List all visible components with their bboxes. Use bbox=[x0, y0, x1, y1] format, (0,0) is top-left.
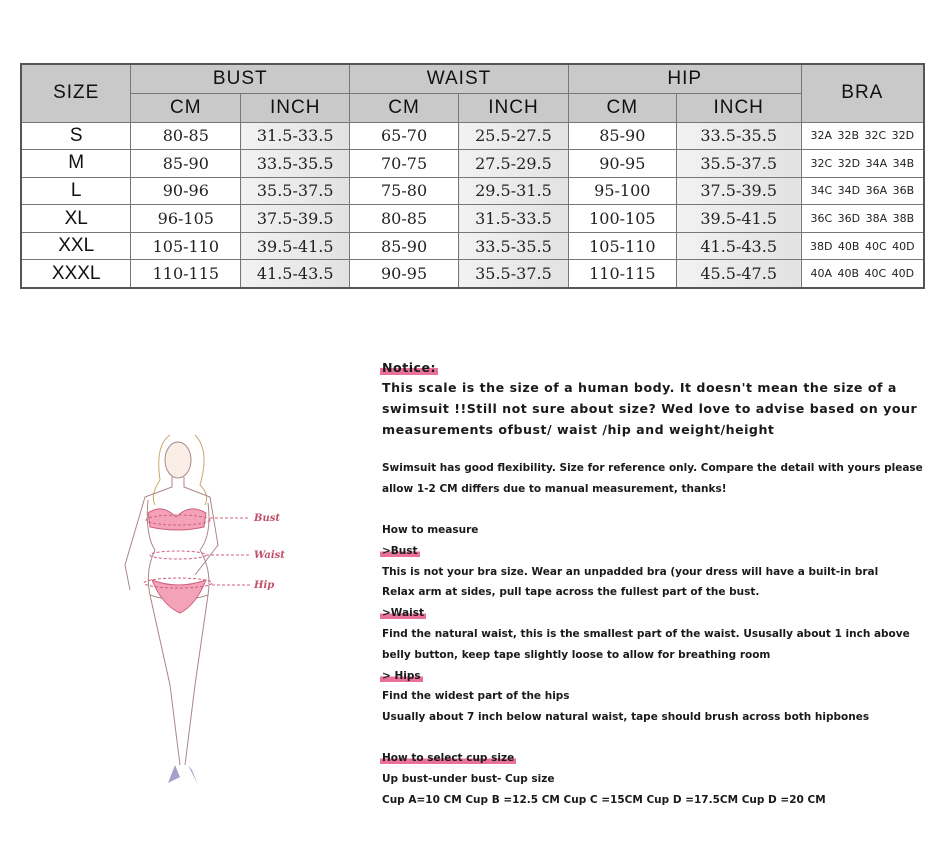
cell-waist-cm: 65-70 bbox=[349, 121, 459, 151]
cell-hip-in: 45.5-47.5 bbox=[675, 259, 802, 289]
cell-waist-cm: 70-75 bbox=[349, 149, 459, 178]
header-size: SIZE bbox=[20, 63, 132, 123]
cell-hip-in: 41.5-43.5 bbox=[675, 231, 802, 261]
how-to-heading: How to measure bbox=[382, 524, 479, 536]
hip-label: Hip bbox=[253, 580, 274, 591]
waist-line: belly button, keep tape slightly loose t… bbox=[382, 649, 771, 661]
header-hip-inch: INCH bbox=[675, 92, 802, 123]
header-waist-cm: CM bbox=[349, 92, 459, 123]
bust-line: This is not your bra size. Wear an unpad… bbox=[382, 566, 879, 578]
cell-bust-cm: 80-85 bbox=[130, 121, 242, 151]
header-bust-inch: INCH bbox=[240, 92, 351, 123]
cell-size: S bbox=[20, 121, 132, 151]
header-bra: BRA bbox=[800, 63, 925, 123]
cell-size: XXL bbox=[20, 231, 132, 261]
cell-bra: 34C 34D 36A 36B bbox=[800, 176, 925, 206]
cell-size: XXXL bbox=[20, 259, 132, 289]
cell-bust-cm: 110-115 bbox=[130, 259, 242, 289]
waist-label: Waist bbox=[254, 550, 285, 561]
cell-waist-in: 33.5-35.5 bbox=[458, 231, 569, 261]
cell-bust-in: 33.5-35.5 bbox=[240, 149, 351, 178]
bust-line: Relax arm at sides, pull tape across the… bbox=[382, 586, 760, 598]
table-row: M 85-90 33.5-35.5 70-75 27.5-29.5 90-95 35.5-3… bbox=[20, 149, 925, 178]
hips-title: > Hips bbox=[380, 670, 423, 682]
notice-line: swimsuit !!Still not sure about size? We… bbox=[382, 401, 918, 416]
hips-line: Find the widest part of the hips bbox=[382, 690, 570, 702]
cell-bust-in: 35.5-37.5 bbox=[240, 176, 351, 206]
cell-waist-in: 29.5-31.5 bbox=[458, 176, 569, 206]
cell-waist-in: 27.5-29.5 bbox=[458, 149, 569, 178]
bust-title: >Bust bbox=[380, 545, 420, 557]
cell-waist-in: 25.5-27.5 bbox=[458, 121, 569, 151]
flex-line: Swimsuit has good flexibility. Size for … bbox=[382, 462, 923, 474]
cell-bust-in: 41.5-43.5 bbox=[240, 259, 351, 289]
hips-line: Usually about 7 inch below natural waist… bbox=[382, 711, 870, 723]
notice-line: measurements ofbust/ waist /hip and weig… bbox=[382, 422, 775, 437]
cell-bust-cm: 90-96 bbox=[130, 176, 242, 206]
cell-hip-in: 35.5-37.5 bbox=[675, 149, 802, 178]
size-chart-table: SIZE BUST WAIST HIP BRA CM INCH CM INCH … bbox=[20, 63, 925, 289]
bust-label: Bust bbox=[253, 513, 280, 524]
cell-hip-cm: 100-105 bbox=[567, 204, 677, 233]
cell-hip-cm: 105-110 bbox=[567, 231, 677, 261]
cell-bra: 32C 32D 34A 34B bbox=[800, 149, 925, 178]
flex-line: allow 1-2 CM differs due to manual measu… bbox=[382, 483, 727, 495]
waist-title: >Waist bbox=[380, 607, 426, 619]
table-row: S 80-85 31.5-33.5 65-70 25.5-27.5 85-90 33.5-3… bbox=[20, 121, 925, 151]
cell-bust-in: 37.5-39.5 bbox=[240, 204, 351, 233]
table-row: XL 96-105 37.5-39.5 80-85 31.5-33.5 100-105 39… bbox=[20, 204, 925, 233]
cell-bra: 40A 40B 40C 40D bbox=[800, 259, 925, 289]
cell-size: XL bbox=[20, 204, 132, 233]
header-hip-cm: CM bbox=[567, 92, 677, 123]
table-row: L 90-96 35.5-37.5 75-80 29.5-31.5 95-100 37.5-… bbox=[20, 176, 925, 206]
header-waist: WAIST bbox=[349, 63, 569, 94]
table-row: XXXL 110-115 41.5-43.5 90-95 35.5-37.5 110-11… bbox=[20, 259, 925, 289]
cell-bra: 32A 32B 32C 32D bbox=[800, 121, 925, 151]
table-row: XXL 105-110 39.5-41.5 85-90 33.5-35.5 105-110… bbox=[20, 231, 925, 261]
cell-hip-cm: 90-95 bbox=[567, 149, 677, 178]
cell-waist-in: 35.5-37.5 bbox=[458, 259, 569, 289]
cell-waist-cm: 85-90 bbox=[349, 231, 459, 261]
cell-bust-in: 31.5-33.5 bbox=[240, 121, 351, 151]
cup-line: Up bust-under bust- Cup size bbox=[382, 773, 555, 785]
cell-bust-in: 39.5-41.5 bbox=[240, 231, 351, 261]
cell-bust-cm: 85-90 bbox=[130, 149, 242, 178]
header-bust-cm: CM bbox=[130, 92, 242, 123]
cell-hip-cm: 95-100 bbox=[567, 176, 677, 206]
cell-waist-in: 31.5-33.5 bbox=[458, 204, 569, 233]
cell-hip-in: 33.5-35.5 bbox=[675, 121, 802, 151]
cell-bust-cm: 96-105 bbox=[130, 204, 242, 233]
cell-waist-cm: 75-80 bbox=[349, 176, 459, 206]
cell-waist-cm: 80-85 bbox=[349, 204, 459, 233]
notice-title: Notice: bbox=[380, 360, 439, 375]
cup-title: How to select cup size bbox=[380, 752, 517, 764]
cell-hip-cm: 110-115 bbox=[567, 259, 677, 289]
body-measurement-figure: Bust Waist Hip bbox=[124, 434, 285, 785]
cell-size: M bbox=[20, 149, 132, 178]
waist-line: Find the natural waist, this is the smal… bbox=[382, 628, 910, 640]
header-waist-inch: INCH bbox=[458, 92, 569, 123]
cell-hip-in: 37.5-39.5 bbox=[675, 176, 802, 206]
cell-waist-cm: 90-95 bbox=[349, 259, 459, 289]
cell-size: L bbox=[20, 176, 132, 206]
cell-bra: 38D 40B 40C 40D bbox=[800, 231, 925, 261]
cup-line: Cup A=10 CM Cup B =12.5 CM Cup C =15CM C… bbox=[382, 794, 826, 806]
header-hip: HIP bbox=[567, 63, 802, 94]
cell-bra: 36C 36D 38A 38B bbox=[800, 204, 925, 233]
notice-line: This scale is the size of a human body. … bbox=[382, 380, 897, 395]
cell-hip-cm: 85-90 bbox=[567, 121, 677, 151]
cell-bust-cm: 105-110 bbox=[130, 231, 242, 261]
cell-hip-in: 39.5-41.5 bbox=[675, 204, 802, 233]
header-bust: BUST bbox=[130, 63, 351, 94]
